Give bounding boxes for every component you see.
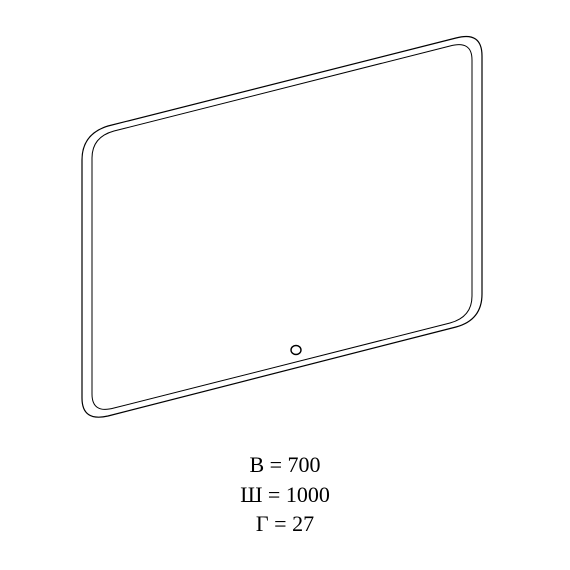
dim-eq: = xyxy=(264,452,287,477)
dimension-height: В = 700 xyxy=(0,450,570,480)
dim-depth-label: Г xyxy=(256,511,269,536)
dim-height-label: В xyxy=(249,452,264,477)
dim-depth-value: 27 xyxy=(292,511,314,536)
dimension-depth: Г = 27 xyxy=(0,509,570,539)
dimensions-block: В = 700 Ш = 1000 Г = 27 xyxy=(0,450,570,539)
dimension-width: Ш = 1000 xyxy=(0,480,570,510)
dim-width-label: Ш xyxy=(240,482,262,507)
panel-outer-edge xyxy=(82,36,482,417)
dim-eq: = xyxy=(262,482,285,507)
dim-height-value: 700 xyxy=(288,452,321,477)
dim-eq: = xyxy=(269,511,292,536)
panel-isometric-drawing xyxy=(0,0,570,460)
dim-width-value: 1000 xyxy=(286,482,330,507)
